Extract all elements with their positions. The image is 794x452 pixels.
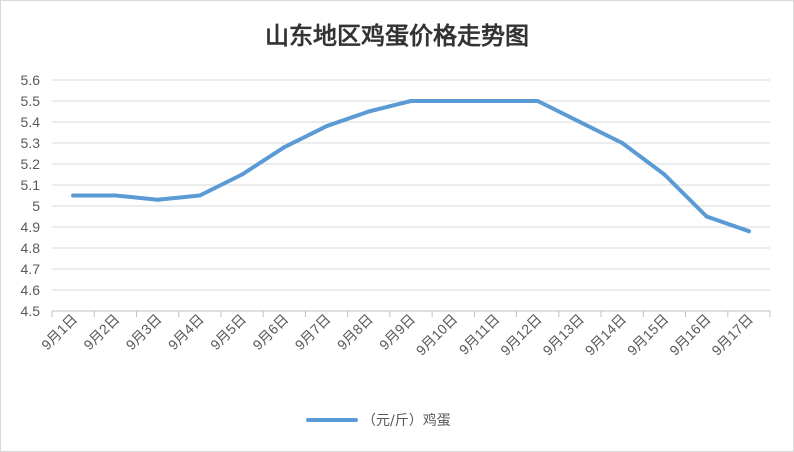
y-axis: 4.5 4.6 4.7 4.8 4.9 5 5.1 5.2 5.3 5.4 5.5 5.6 bbox=[21, 72, 41, 319]
chart-title: 山东地区鸡蛋价格走势图 bbox=[265, 21, 529, 50]
y-tick-label: 4.8 bbox=[21, 240, 41, 256]
x-tick-label: 9月14日 bbox=[582, 311, 630, 359]
x-tick-label: 9月1日 bbox=[38, 311, 80, 353]
data-point bbox=[324, 124, 329, 129]
x-tick-label: 9月15日 bbox=[624, 311, 672, 359]
y-tick-label: 5 bbox=[32, 198, 40, 214]
x-tick-label: 9月9日 bbox=[376, 311, 418, 353]
x-tick-label: 9月4日 bbox=[165, 311, 207, 353]
data-point bbox=[409, 99, 413, 103]
data-point bbox=[662, 172, 667, 177]
data-point bbox=[577, 120, 582, 124]
data-point bbox=[704, 214, 709, 219]
x-tick-label: 9月7日 bbox=[292, 311, 334, 353]
y-tick-label: 4.5 bbox=[21, 303, 41, 319]
data-point bbox=[113, 193, 118, 198]
x-tick-label: 9月5日 bbox=[207, 311, 249, 353]
data-point bbox=[240, 172, 245, 177]
y-tick-label: 4.7 bbox=[21, 261, 41, 277]
data-point bbox=[451, 99, 456, 103]
x-tick-label: 9月13日 bbox=[539, 311, 587, 359]
x-tick-label: 9月2日 bbox=[80, 311, 122, 353]
x-tick-label: 9月16日 bbox=[666, 311, 714, 359]
legend-label: （元/斤）鸡蛋 bbox=[362, 412, 451, 429]
series-line bbox=[71, 99, 751, 234]
data-point bbox=[493, 99, 498, 103]
x-tick-label: 9月6日 bbox=[249, 311, 291, 353]
x-tick-label: 9月12日 bbox=[497, 311, 545, 359]
data-point bbox=[197, 193, 202, 198]
data-point bbox=[535, 99, 540, 103]
y-tick-label: 5.4 bbox=[21, 114, 41, 130]
x-tick-label: 9月3日 bbox=[123, 311, 165, 353]
y-tick-label: 4.9 bbox=[21, 219, 41, 235]
x-tick-label: 9月10日 bbox=[413, 311, 461, 359]
x-tick-label: 9月8日 bbox=[334, 311, 376, 353]
x-tick-label: 9月11日 bbox=[456, 311, 503, 358]
y-tick-label: 5.3 bbox=[21, 135, 41, 151]
series-layer bbox=[71, 99, 751, 234]
y-tick-label: 5.5 bbox=[21, 93, 41, 109]
y-tick-label: 5.1 bbox=[21, 177, 41, 193]
x-tick-label: 9月17日 bbox=[708, 311, 756, 359]
data-point bbox=[746, 229, 751, 234]
data-point bbox=[282, 145, 287, 150]
y-tick-label: 5.6 bbox=[21, 72, 41, 88]
data-point bbox=[366, 109, 371, 114]
y-tick-label: 4.6 bbox=[21, 282, 41, 298]
data-point bbox=[620, 141, 625, 145]
gridlines bbox=[52, 79, 770, 312]
x-axis: 9月1日 9月2日 9月3日 9月4日 9月5日 9月6日 9月7日 9月8日 9月9日9月10… bbox=[38, 310, 771, 359]
data-point bbox=[71, 193, 76, 198]
data-point bbox=[155, 197, 160, 202]
y-tick-label: 5.2 bbox=[21, 156, 41, 172]
legend: （元/斤）鸡蛋 bbox=[306, 412, 451, 429]
